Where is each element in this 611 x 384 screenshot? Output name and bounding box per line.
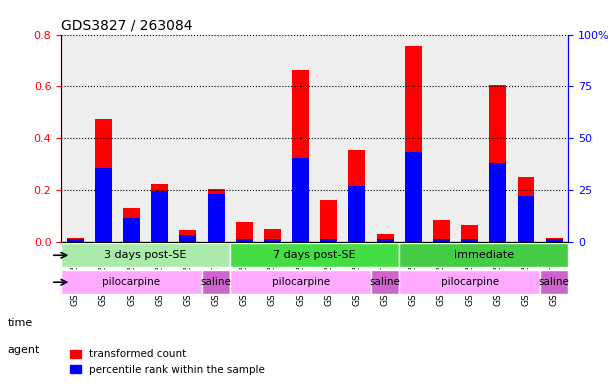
Bar bbox=[461, 239, 478, 242]
Legend: transformed count, percentile rank within the sample: transformed count, percentile rank withi… bbox=[67, 345, 269, 379]
Bar bbox=[202, 270, 230, 294]
Bar bbox=[95, 168, 112, 242]
Bar bbox=[95, 119, 112, 242]
Bar bbox=[152, 191, 168, 242]
Bar bbox=[208, 194, 224, 242]
Bar bbox=[292, 70, 309, 242]
Bar bbox=[518, 177, 535, 242]
Bar bbox=[405, 152, 422, 242]
Bar bbox=[399, 243, 568, 267]
Text: time: time bbox=[7, 318, 32, 328]
Bar bbox=[461, 225, 478, 242]
Bar bbox=[180, 235, 196, 242]
Bar bbox=[320, 200, 337, 242]
Bar bbox=[433, 239, 450, 242]
Bar bbox=[540, 270, 568, 294]
Bar bbox=[123, 218, 140, 242]
Bar bbox=[236, 239, 253, 242]
Bar bbox=[405, 46, 422, 242]
Text: 7 days post-SE: 7 days post-SE bbox=[273, 250, 356, 260]
Bar bbox=[236, 222, 253, 242]
Bar bbox=[292, 157, 309, 242]
Bar bbox=[180, 230, 196, 242]
Text: immediate: immediate bbox=[453, 250, 514, 260]
Bar bbox=[61, 270, 202, 294]
Bar bbox=[546, 238, 563, 242]
Bar bbox=[264, 229, 281, 242]
Text: pilocarpine: pilocarpine bbox=[441, 277, 499, 287]
Text: saline: saline bbox=[539, 277, 569, 287]
Bar bbox=[67, 238, 84, 242]
Bar bbox=[376, 239, 393, 242]
Bar bbox=[433, 220, 450, 242]
Bar bbox=[546, 239, 563, 242]
Bar bbox=[230, 243, 399, 267]
Bar bbox=[371, 270, 399, 294]
Bar bbox=[320, 239, 337, 242]
Bar bbox=[208, 189, 224, 242]
Bar bbox=[348, 150, 365, 242]
Text: pilocarpine: pilocarpine bbox=[271, 277, 330, 287]
Text: 3 days post-SE: 3 days post-SE bbox=[104, 250, 187, 260]
Bar bbox=[348, 186, 365, 242]
Bar bbox=[399, 270, 540, 294]
Bar bbox=[61, 243, 230, 267]
Bar bbox=[123, 208, 140, 242]
Bar bbox=[489, 85, 507, 242]
Bar bbox=[518, 197, 535, 242]
Text: saline: saline bbox=[200, 277, 232, 287]
Text: saline: saline bbox=[370, 277, 401, 287]
Bar bbox=[376, 234, 393, 242]
Bar bbox=[489, 163, 507, 242]
Text: GDS3827 / 263084: GDS3827 / 263084 bbox=[61, 18, 192, 32]
Text: agent: agent bbox=[7, 345, 40, 355]
Bar bbox=[264, 239, 281, 242]
Bar bbox=[67, 239, 84, 242]
Text: pilocarpine: pilocarpine bbox=[103, 277, 161, 287]
Bar bbox=[152, 184, 168, 242]
Bar bbox=[230, 270, 371, 294]
